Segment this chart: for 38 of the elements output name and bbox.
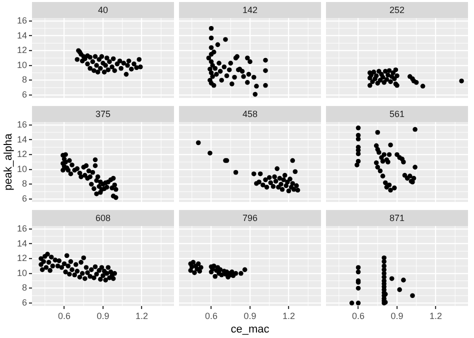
y-tick-label: 8 — [22, 178, 27, 189]
chart-title: 458 — [179, 106, 321, 122]
x-tick-label: 1.2 — [429, 310, 442, 321]
x-tick-label: 0.6 — [58, 310, 71, 321]
chart-title: 40 — [32, 2, 174, 18]
chart-title: 871 — [326, 210, 468, 226]
chart-title: 142 — [179, 2, 321, 18]
y-tick-label: 14 — [16, 30, 27, 40]
y-tick-label: 12 — [16, 253, 27, 264]
y-tick-label: 10 — [16, 268, 27, 278]
y-tick-label: 6 — [22, 194, 27, 204]
y-tick-label: 12 — [16, 149, 27, 160]
y-tick-label: 10 — [16, 164, 27, 174]
y-tick-label: 12 — [16, 45, 27, 56]
x-axis-title: ce_mac — [230, 323, 270, 336]
x-tick-label: 0.9 — [244, 310, 256, 321]
x-tick-label: 1.2 — [135, 310, 148, 321]
y-tick-label: 14 — [16, 238, 27, 248]
y-tick-label: 8 — [22, 74, 27, 85]
y-tick-label: 16 — [16, 15, 27, 26]
y-tick-label: 16 — [16, 119, 27, 130]
x-tick-label: 0.6 — [352, 310, 365, 321]
x-tick-label: 0.9 — [390, 310, 404, 321]
x-tick-label: 1.2 — [282, 310, 295, 321]
y-axis-title: peak_alpha — [2, 132, 15, 190]
x-tick-label: 0.6 — [205, 310, 218, 321]
chart-title: 608 — [32, 210, 174, 226]
y-tick-label: 14 — [16, 134, 27, 144]
y-tick-label: 16 — [16, 223, 27, 234]
y-tick-label: 6 — [22, 298, 27, 308]
chart-title: 252 — [326, 2, 468, 18]
y-tick-label: 6 — [22, 90, 27, 100]
x-tick-label: 0.9 — [96, 310, 110, 321]
y-tick-label: 10 — [16, 60, 27, 70]
chart-title: 796 — [179, 210, 321, 226]
chart-title: 561 — [326, 106, 468, 122]
y-tick-label: 8 — [22, 282, 27, 293]
chart-title: 375 — [32, 106, 174, 122]
